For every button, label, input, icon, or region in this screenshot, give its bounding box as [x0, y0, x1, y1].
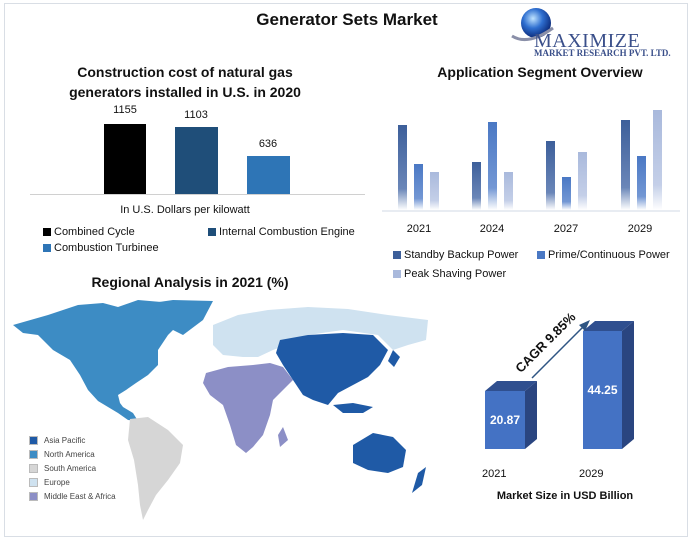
bar-value-turbine: 636: [258, 138, 278, 150]
legend-swatch: [537, 251, 545, 259]
legend-label: Peak Shaving Power: [404, 268, 507, 280]
legend-swatch: [29, 450, 38, 459]
legend-swatch: [393, 270, 401, 278]
map-legend-north-america: North America: [29, 450, 95, 459]
map-legend-middle-east-africa: Middle East & Africa: [29, 492, 116, 501]
legend-label: Internal Combustion Engine: [219, 226, 355, 238]
cost-chart-title-line1: Construction cost of natural gas: [77, 64, 293, 80]
legend-swatch: [393, 251, 401, 259]
legend-label: Europe: [44, 478, 70, 487]
bar-combustion-turbine: [247, 156, 290, 194]
legend-swatch: [29, 464, 38, 473]
bar-value-ice: 1103: [184, 109, 208, 121]
legend-label: Combined Cycle: [54, 226, 135, 238]
logo-name: MAXIMIZE: [534, 30, 641, 52]
legend-internal-combustion-engine: Internal Combustion Engine: [208, 226, 355, 238]
legend-label: Asia Pacific: [44, 436, 86, 445]
x-label-2021: 2021: [406, 223, 432, 235]
globe-icon: [511, 8, 554, 42]
world-map: [13, 300, 428, 520]
logo-subtitle: MARKET RESEARCH PVT. LTD.: [534, 48, 671, 58]
legend-label: Combustion Turbinee: [54, 242, 159, 254]
infographic-frame: [4, 3, 688, 537]
legend-combined-cycle: Combined Cycle: [43, 226, 135, 238]
bar-internal-combustion-engine: [175, 127, 218, 194]
legend-label: North America: [44, 450, 95, 459]
x-label-2027: 2027: [553, 223, 579, 235]
regional-map-title: Regional Analysis in 2021 (%): [91, 274, 289, 290]
page-title: Generator Sets Market: [256, 10, 438, 29]
cost-chart-xlabel: In U.S. Dollars per kilowatt: [120, 204, 250, 216]
map-legend-asia-pacific: Asia Pacific: [29, 436, 85, 445]
legend-peak-shaving-power: Peak Shaving Power: [393, 268, 506, 280]
application-bars: [382, 110, 680, 212]
market-size-xlabel: Market Size in USD Billion: [496, 490, 634, 502]
market-year-2021: 2021: [482, 468, 507, 480]
legend-swatch: [43, 228, 51, 236]
application-chart-title: Application Segment Overview: [437, 64, 643, 80]
legend-swatch: [29, 436, 38, 445]
legend-label: South America: [44, 464, 97, 473]
legend-prime-continuous-power: Prime/Continuous Power: [537, 249, 670, 261]
market-bar-2029: 44.25: [583, 331, 622, 449]
map-legend-south-america: South America: [29, 464, 96, 473]
cost-chart-title-line2: generators installed in U.S. in 2020: [69, 84, 301, 100]
x-label-2024: 2024: [479, 223, 505, 235]
legend-swatch: [29, 478, 38, 487]
cost-chart-title: Construction cost of natural gas generat…: [40, 62, 330, 102]
bar-value-combined-cycle: 1155: [113, 104, 137, 116]
legend-label: Standby Backup Power: [404, 249, 519, 261]
legend-combustion-turbine: Combustion Turbinee: [43, 242, 159, 254]
legend-standby-backup-power: Standby Backup Power: [393, 249, 518, 261]
market-year-2029: 2029: [579, 468, 604, 480]
map-legend-europe: Europe: [29, 478, 70, 487]
legend-swatch: [29, 492, 38, 501]
market-size-bars: [485, 320, 634, 449]
company-logo: MAXIMIZE MARKET RESEARCH PVT. LTD.: [508, 6, 694, 60]
legend-label: Prime/Continuous Power: [548, 249, 670, 261]
legend-swatch: [208, 228, 216, 236]
legend-swatch: [43, 244, 51, 252]
market-bar-2021: 20.87: [485, 391, 525, 449]
bar-combined-cycle: [104, 124, 146, 194]
cost-chart-axis: [30, 194, 365, 195]
x-label-2029: 2029: [627, 223, 653, 235]
legend-label: Middle East & Africa: [44, 492, 116, 501]
